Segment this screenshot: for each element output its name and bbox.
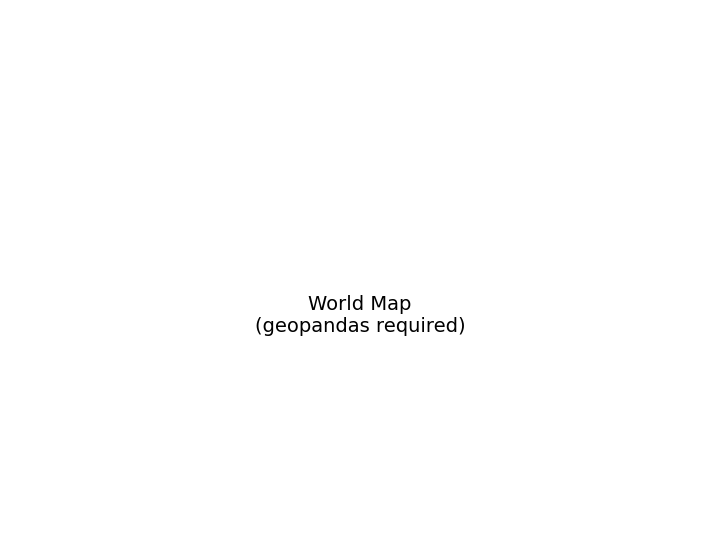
Text: 5.8.7 Analyze patterns in the distribution of selected
socio-economic indicators: 5.8.7 Analyze patterns in the distributi…: [14, 19, 559, 78]
Text: World Map
(geopandas required): World Map (geopandas required): [255, 295, 465, 336]
